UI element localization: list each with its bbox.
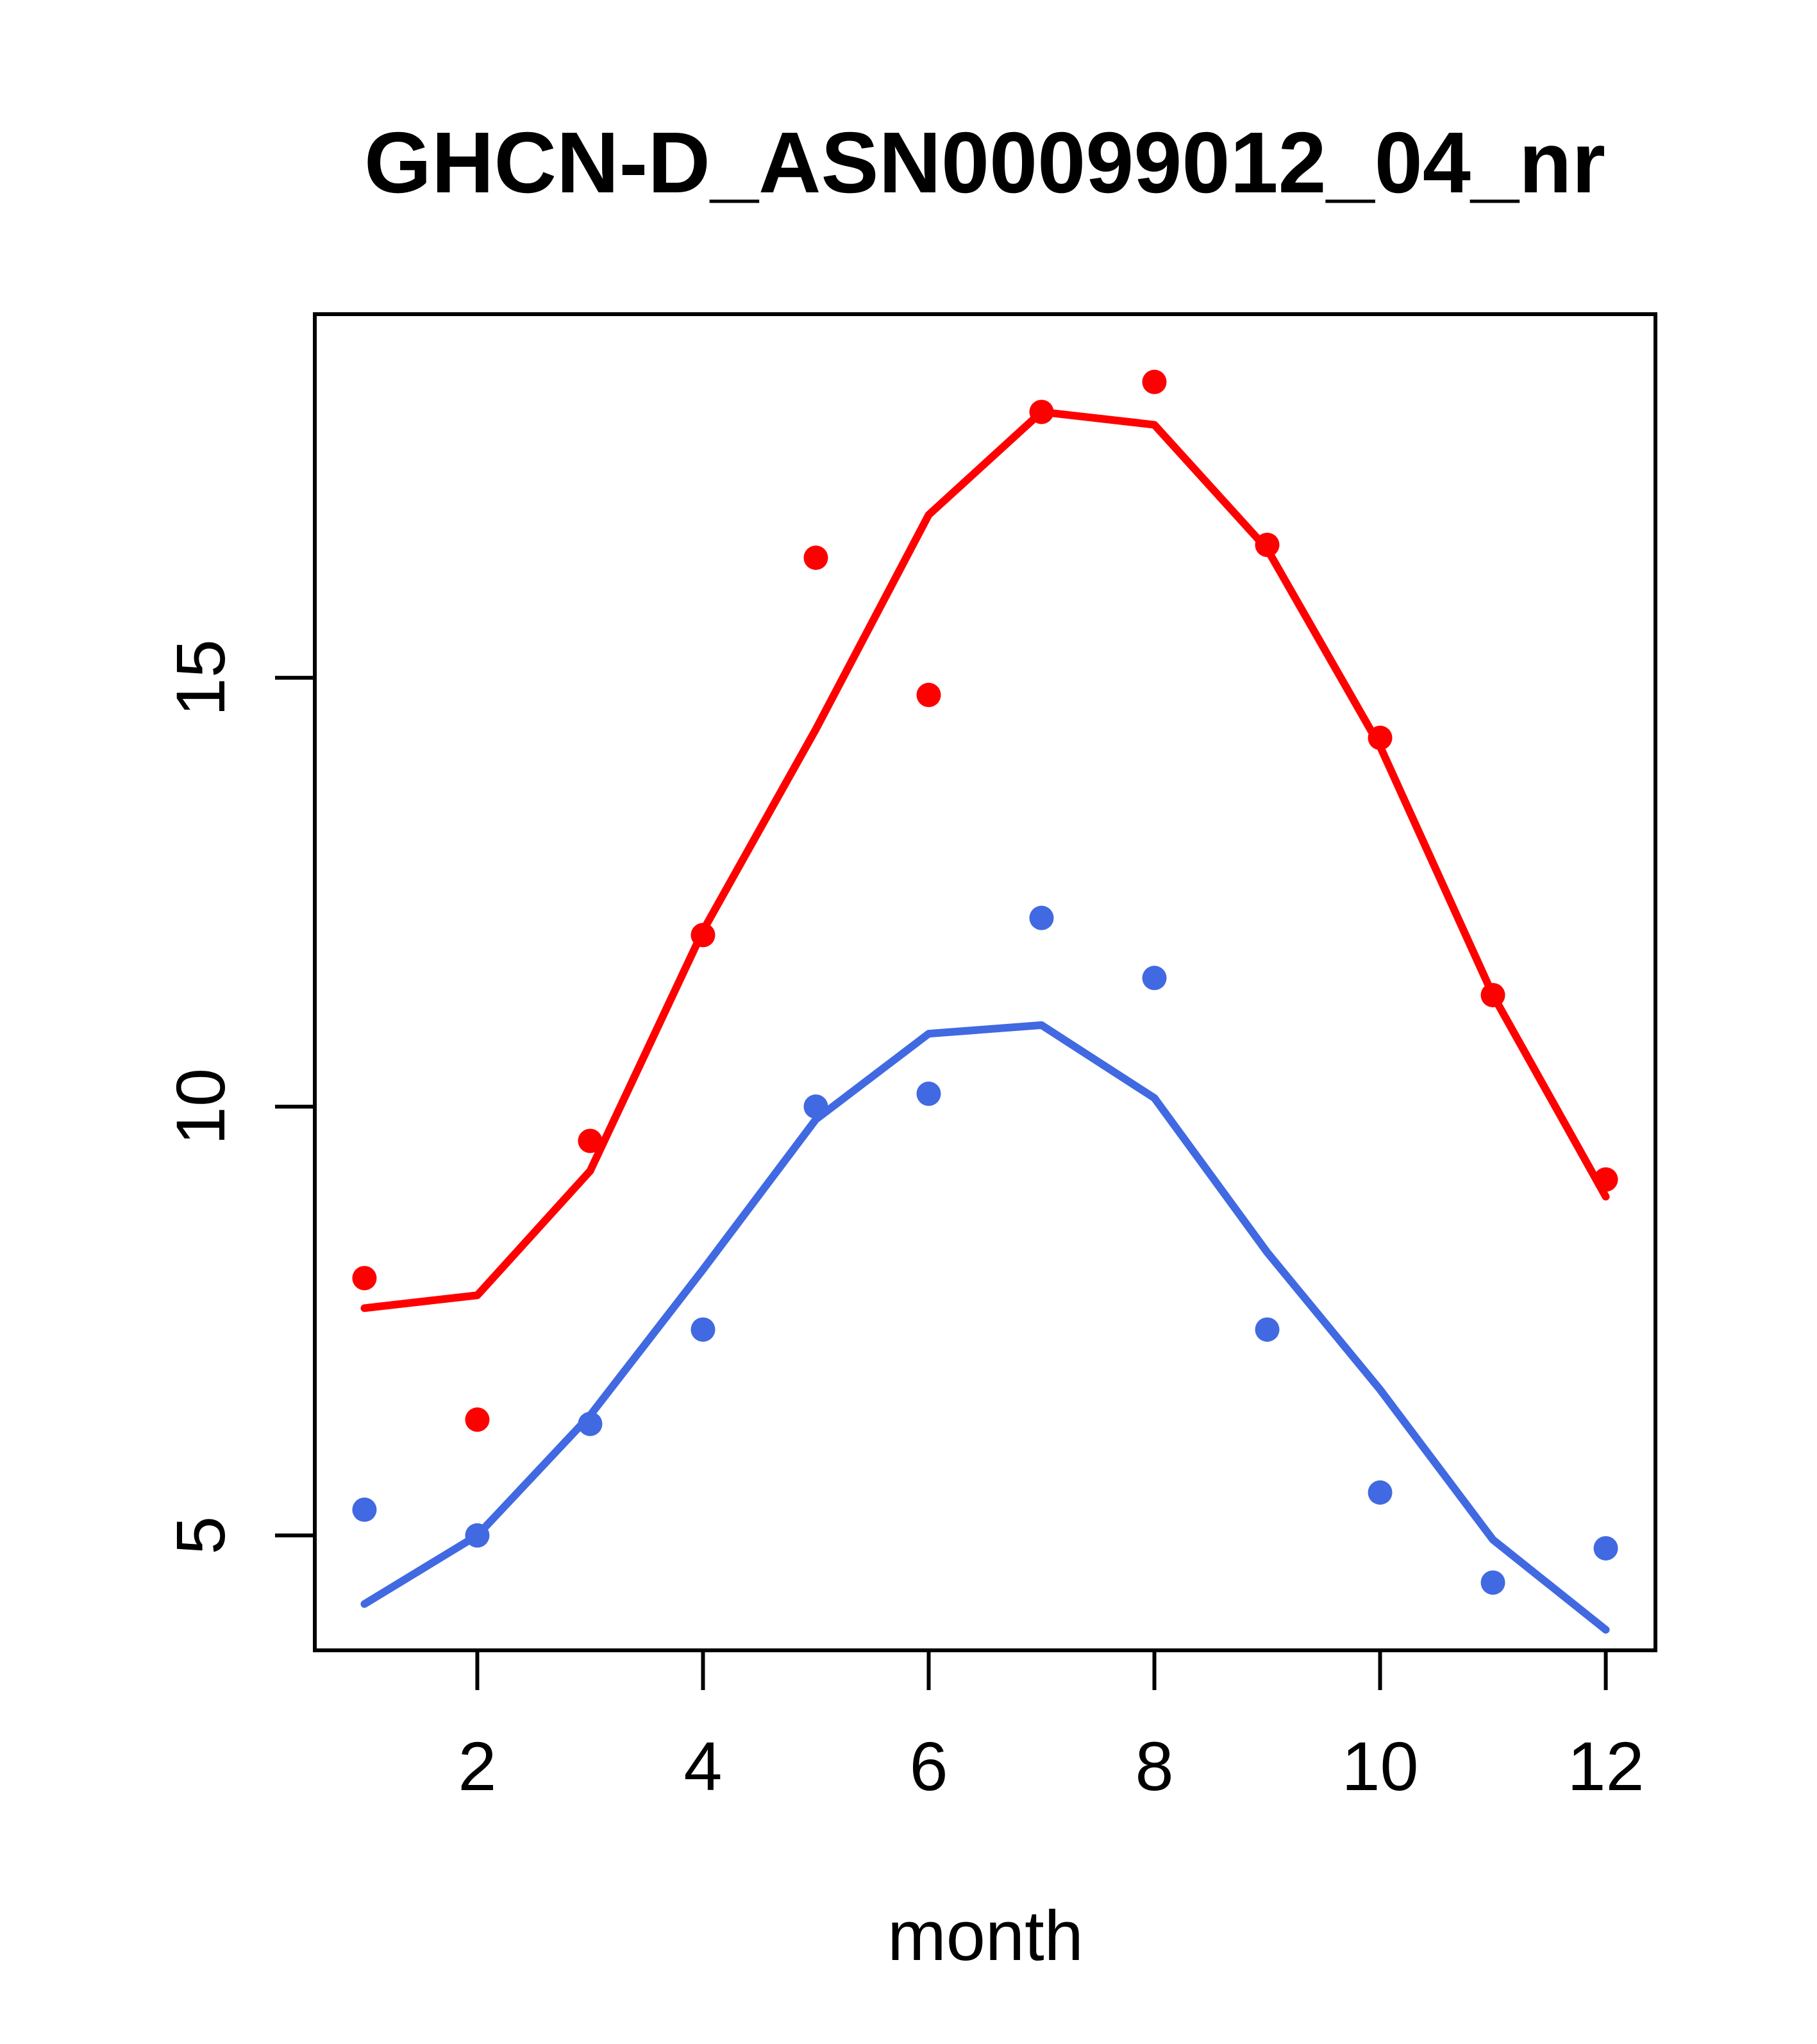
plot-box <box>313 312 1657 1652</box>
plot-series <box>352 369 1618 1634</box>
blue-points-marker <box>1255 1317 1280 1342</box>
blue-line-path <box>360 1021 1610 1634</box>
blue-points <box>352 905 1618 1595</box>
red-line-path <box>360 408 1610 1312</box>
y-tick-label: 5 <box>162 1516 239 1555</box>
blue-points-marker <box>1368 1480 1393 1505</box>
y-axis: 5 10 15 <box>162 639 315 1555</box>
red-points-marker <box>352 1266 377 1291</box>
x-tick-label: 12 <box>1567 1727 1644 1805</box>
red-line <box>360 408 1610 1312</box>
blue-line <box>360 1021 1610 1634</box>
x-tick-label: 6 <box>909 1727 948 1805</box>
red-points-marker <box>803 545 828 570</box>
x-tick-label: 10 <box>1341 1727 1418 1805</box>
y-tick-label: 10 <box>162 1068 239 1145</box>
blue-points-marker <box>1480 1570 1505 1595</box>
x-tick-label: 8 <box>1135 1727 1173 1805</box>
chart-title: GHCN-D_ASN00099012_04_nr <box>364 114 1605 211</box>
blue-points-marker <box>691 1317 716 1342</box>
blue-points-marker <box>916 1081 941 1106</box>
x-axis-label: month <box>887 1897 1084 1975</box>
y-tick-label: 15 <box>162 639 239 716</box>
blue-points-marker <box>1593 1536 1618 1561</box>
red-points-marker <box>578 1128 603 1153</box>
blue-points-marker <box>352 1497 377 1522</box>
red-points <box>352 369 1618 1432</box>
x-axis: 2 4 6 8 10 12 <box>458 1650 1645 1805</box>
blue-points-marker <box>1142 966 1167 991</box>
red-points-marker <box>1142 369 1167 394</box>
red-points-marker <box>465 1407 490 1432</box>
red-points-marker <box>916 682 941 707</box>
blue-points-marker <box>1029 905 1054 930</box>
x-tick-label: 4 <box>683 1727 722 1805</box>
x-tick-label: 2 <box>458 1727 496 1805</box>
